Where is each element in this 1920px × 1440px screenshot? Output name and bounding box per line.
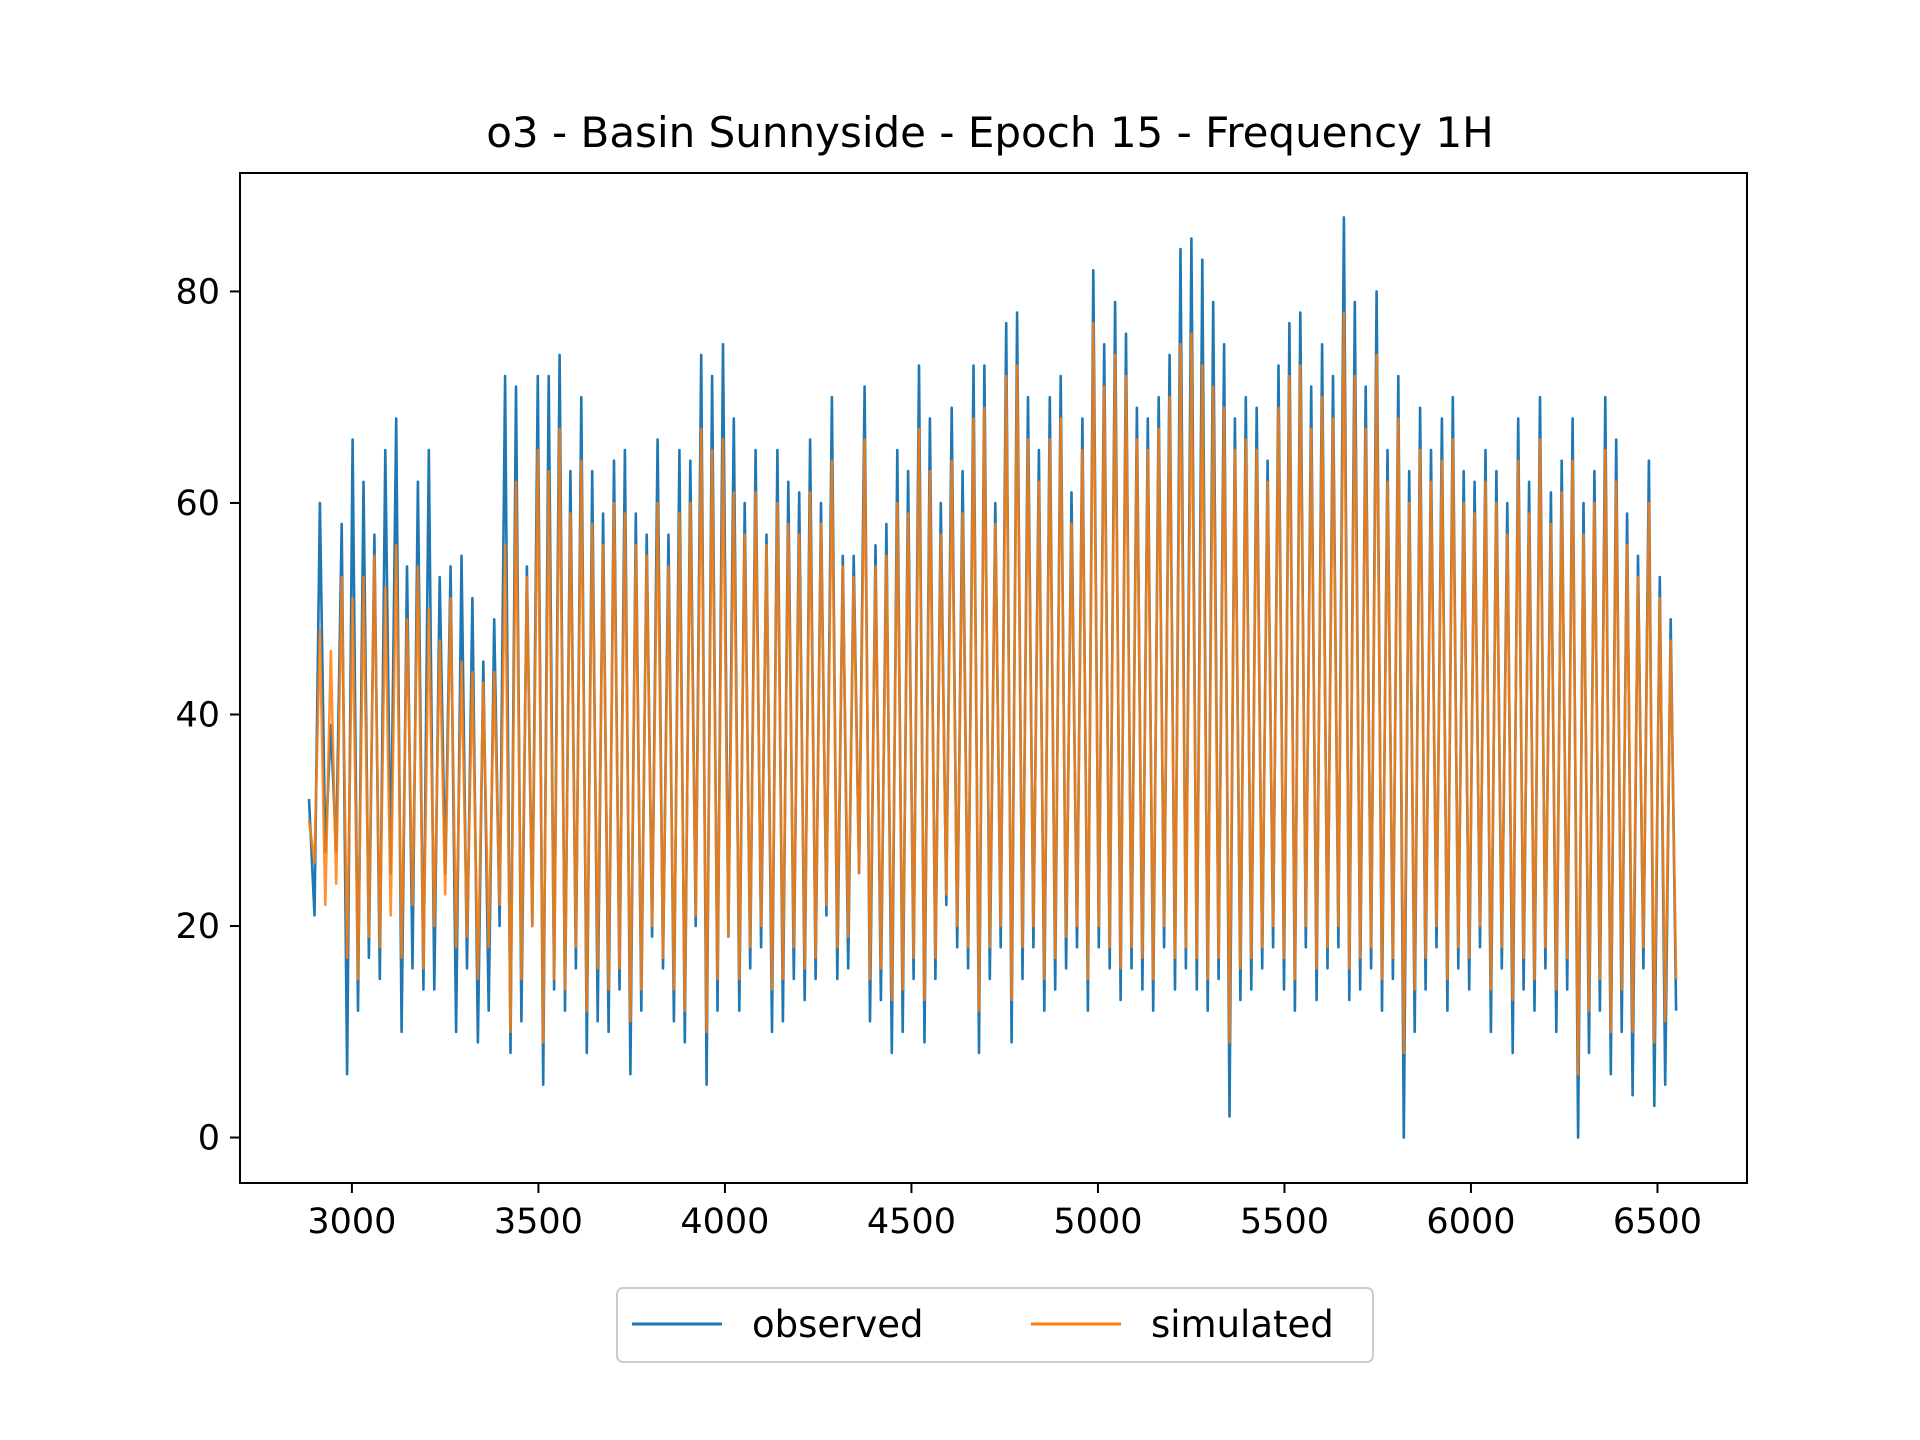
plot-frame xyxy=(239,172,1748,1184)
x-axis: 3000 3500 4000 4500 5000 5500 6000 6500 xyxy=(307,1183,1702,1242)
y-axis: 0 20 40 60 80 xyxy=(175,272,240,1159)
x-tick-label: 5500 xyxy=(1240,1202,1329,1242)
y-tick-label: 0 xyxy=(198,1119,220,1159)
x-tick-label: 3000 xyxy=(307,1202,396,1242)
legend-box xyxy=(616,1287,1374,1363)
series-layer xyxy=(307,216,1678,1139)
legend-label-observed: observed xyxy=(752,1303,924,1346)
x-tick-label: 4000 xyxy=(680,1202,769,1242)
y-tick-label: 20 xyxy=(175,907,220,947)
series-line-simulated xyxy=(307,311,1678,1076)
x-tick-label: 3500 xyxy=(494,1202,583,1242)
y-tick-label: 40 xyxy=(175,695,220,735)
x-tick-label: 6500 xyxy=(1613,1202,1702,1242)
x-tick-label: 4500 xyxy=(867,1202,956,1242)
legend-label-simulated: simulated xyxy=(1151,1303,1334,1346)
y-tick-label: 80 xyxy=(175,272,220,312)
legend: observed simulated xyxy=(616,1287,1374,1363)
x-tick-label: 5000 xyxy=(1053,1202,1142,1242)
y-tick-label: 60 xyxy=(175,484,220,524)
chart-title: o3 - Basin Sunnyside - Epoch 15 - Freque… xyxy=(486,108,1494,157)
x-tick-label: 6000 xyxy=(1426,1202,1515,1242)
